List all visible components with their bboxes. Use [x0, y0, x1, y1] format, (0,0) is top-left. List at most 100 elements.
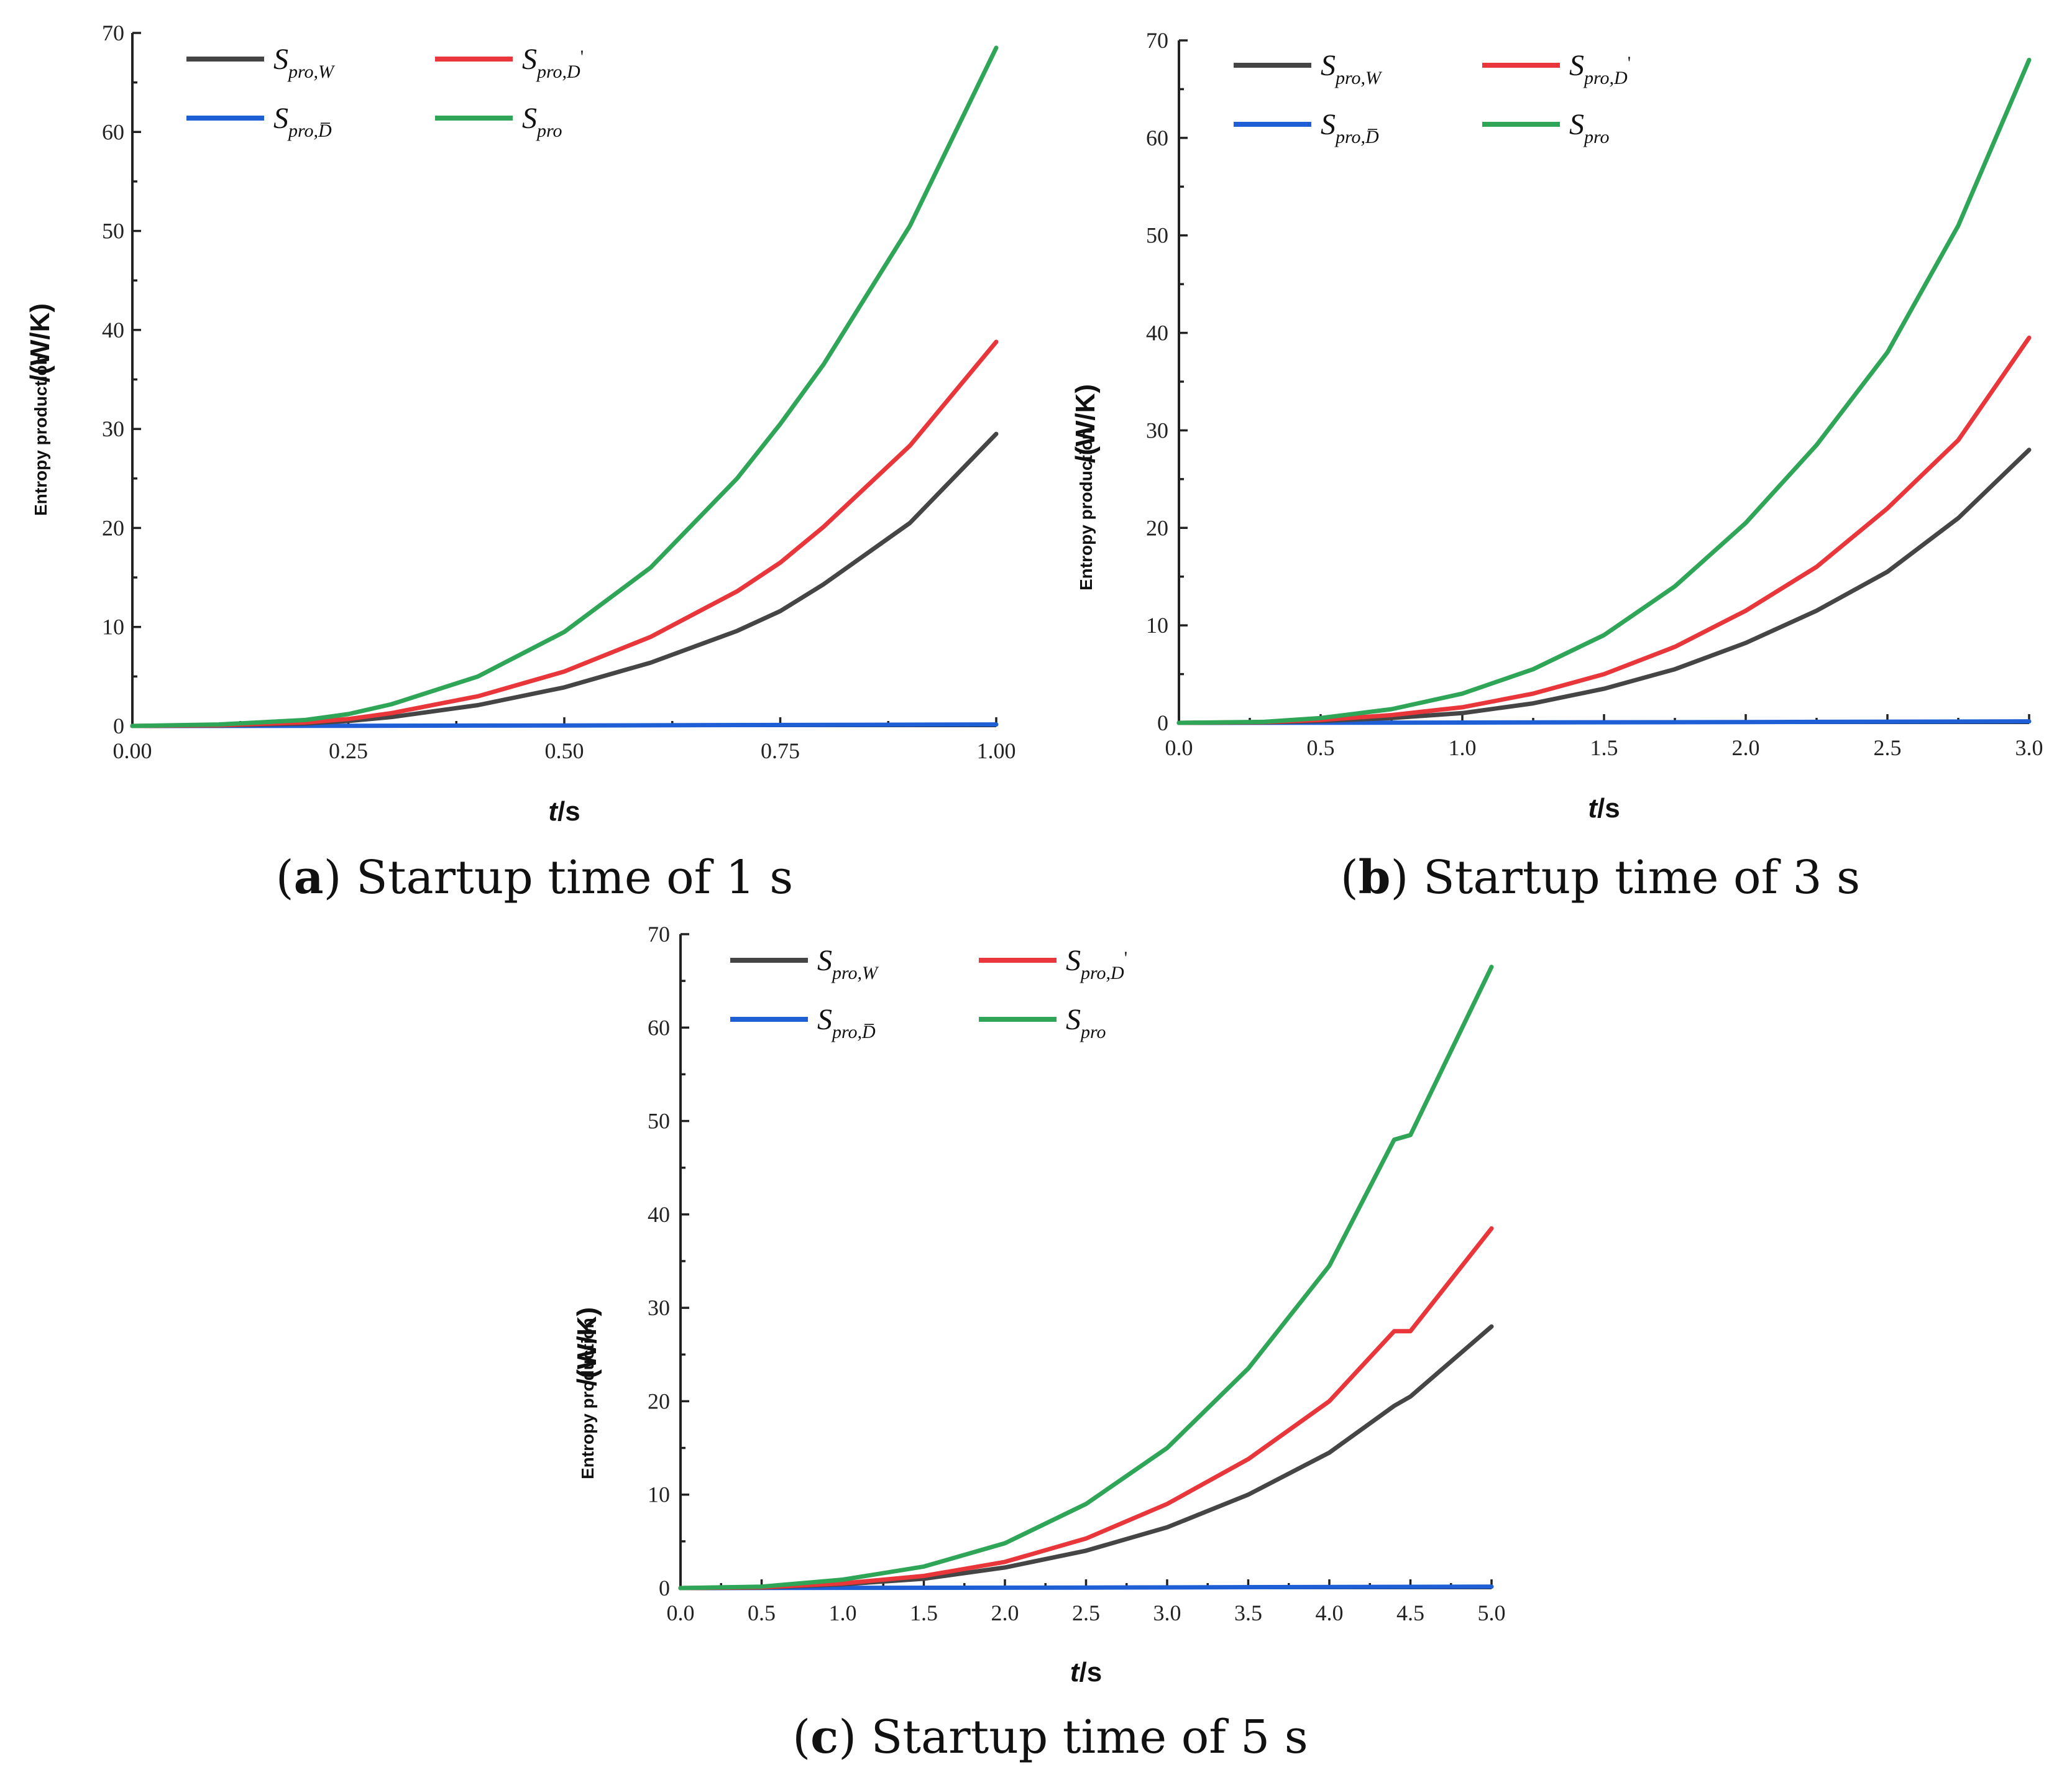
- series-line: [1176, 448, 2032, 725]
- y-axis-unit: /(W/K): [1070, 384, 1101, 463]
- y-tick-label: 20: [102, 515, 124, 540]
- legend: Spro,W Spro,D'Spro,D̅ Spro: [1234, 49, 1631, 147]
- y-tick-label: 70: [648, 922, 670, 947]
- y-axis-label: Entropy production: [31, 354, 50, 516]
- x-tick-label: 0.00: [113, 738, 152, 763]
- legend-symbol: S: [1066, 1003, 1081, 1036]
- x-axis-unit: /s: [1079, 1657, 1102, 1687]
- legend-subscript: pro,D: [536, 62, 580, 82]
- x-tick-label: 0.50: [545, 738, 584, 763]
- legend-symbol: S: [1569, 108, 1584, 141]
- legend-superscript: ': [1628, 53, 1631, 73]
- x-tick-label: 1.00: [977, 738, 1016, 763]
- caption-open-paren: (: [792, 1710, 810, 1764]
- y-axis-unit: /(W/K): [572, 1307, 602, 1386]
- x-tick-label: 3.0: [1153, 1600, 1181, 1625]
- x-axis-var: t: [1070, 1657, 1081, 1687]
- series-line: [678, 1324, 1494, 1591]
- y-tick-label: 40: [102, 318, 124, 342]
- chart-panel-a: 0 10 20 30 40 50 60 70 0.00 0.25 0.50 0.75 1.00 Entro…: [25, 21, 1016, 904]
- x-axis-label: t/s: [1588, 793, 1620, 824]
- x-tick-label: 0.75: [761, 738, 800, 763]
- legend-symbol: S: [1321, 108, 1336, 141]
- x-tick-label: 0.5: [748, 1600, 776, 1625]
- x-tick-label: 5.0: [1478, 1600, 1506, 1625]
- x-axis-label: t/s: [548, 796, 580, 827]
- legend-subscript: pro,W: [1334, 68, 1383, 88]
- legend-subscript: pro,W: [831, 963, 879, 983]
- legend-label: Spro: [1066, 1003, 1106, 1042]
- y-axis-unit: /(W/K): [25, 303, 55, 382]
- legend-symbol: S: [273, 102, 288, 135]
- y-tick-label: 70: [102, 21, 124, 45]
- y-tick-label: 0: [1157, 710, 1168, 735]
- x-tick-label: 2.5: [1072, 1600, 1100, 1625]
- series-line: [1176, 335, 2032, 725]
- series-line: [1176, 57, 2032, 725]
- legend-superscript: ': [580, 47, 584, 67]
- caption-text: Startup time of 5 s: [871, 1710, 1308, 1764]
- legend-label: Spro: [1569, 108, 1610, 147]
- x-tick-label: 0.0: [1165, 735, 1193, 760]
- caption-open-paren: (: [276, 851, 294, 904]
- y-tick-label: 50: [648, 1109, 670, 1134]
- x-tick-label: 3.5: [1234, 1600, 1262, 1625]
- panel-caption: (a) Startup time of 1 s: [276, 851, 793, 904]
- y-tick-label: 30: [648, 1295, 670, 1320]
- x-tick-label: 0.5: [1307, 735, 1335, 760]
- series-line: [130, 45, 999, 728]
- y-tick-label: 10: [1146, 613, 1168, 638]
- caption-close-paren: ): [1391, 851, 1423, 904]
- legend-label: Spro,D': [1569, 49, 1631, 88]
- legend-symbol: S: [1569, 49, 1584, 82]
- legend-symbol: S: [1066, 944, 1081, 977]
- legend-subscript: pro,W: [287, 62, 336, 82]
- legend-symbol: S: [522, 102, 537, 135]
- chart-panel-b: 0 10 20 30 40 50 60 70 0.0 0.5 1.0 1.5 2.0 2.5 3.0 Entr…: [1070, 28, 2043, 904]
- legend-subscript: pro: [1080, 1022, 1106, 1042]
- y-axis-label: Entropy production: [578, 1318, 597, 1479]
- series-line: [130, 431, 999, 728]
- series-line: [678, 1584, 1494, 1591]
- y-tick-label: 20: [1146, 515, 1168, 540]
- x-tick-label: 3.0: [2015, 735, 2043, 760]
- x-tick-label: 4.5: [1396, 1600, 1424, 1625]
- y-tick-label: 40: [648, 1202, 670, 1227]
- y-tick-label: 10: [102, 615, 124, 640]
- legend-subscript: pro,D̅: [831, 1022, 876, 1042]
- legend: Spro,W Spro,D'Spro,D̅ Spro: [186, 43, 584, 141]
- legend-symbol: S: [817, 944, 832, 977]
- legend-label: Spro,W: [817, 944, 879, 983]
- legend-symbol: S: [817, 1003, 832, 1036]
- x-tick-label: 0.0: [667, 1600, 695, 1625]
- series-line: [678, 965, 1494, 1591]
- chart-panel-c: 0 10 20 30 40 50 60 70 0.0 0.5 1.0 1.5 2.0 2.5 3.0 3.5 4…: [572, 922, 1506, 1764]
- legend-label: Spro,D̅: [273, 102, 332, 141]
- x-tick-label: 1.5: [1590, 735, 1618, 760]
- legend-symbol: S: [273, 43, 288, 76]
- legend-subscript: pro,D: [1583, 68, 1628, 88]
- y-tick-label: 60: [102, 119, 124, 144]
- x-tick-label: 2.0: [1732, 735, 1760, 760]
- x-axis-var: t: [1588, 793, 1598, 824]
- x-tick-label: 1.5: [910, 1600, 938, 1625]
- legend-superscript: ': [1124, 948, 1127, 968]
- x-axis-var: t: [548, 796, 559, 827]
- caption-letter: b: [1359, 851, 1391, 904]
- caption-text: Startup time of 1 s: [356, 851, 793, 904]
- y-tick-label: 60: [1146, 126, 1168, 150]
- series-line: [678, 1226, 1494, 1591]
- caption-close-paren: ): [324, 851, 356, 904]
- series-line: [130, 339, 999, 728]
- y-tick-label: 40: [1146, 321, 1168, 346]
- panel-caption: (b) Startup time of 3 s: [1341, 851, 1860, 904]
- caption-open-paren: (: [1341, 851, 1359, 904]
- legend-symbol: S: [1321, 49, 1336, 82]
- legend-label: Spro,D': [1066, 944, 1127, 983]
- x-axis-unit: /s: [557, 796, 580, 827]
- legend-label: Spro: [522, 102, 562, 141]
- x-tick-label: 4.0: [1316, 1600, 1344, 1625]
- legend-subscript: pro,D̅: [287, 121, 332, 141]
- y-tick-label: 50: [1146, 223, 1168, 248]
- y-tick-label: 0: [113, 714, 124, 738]
